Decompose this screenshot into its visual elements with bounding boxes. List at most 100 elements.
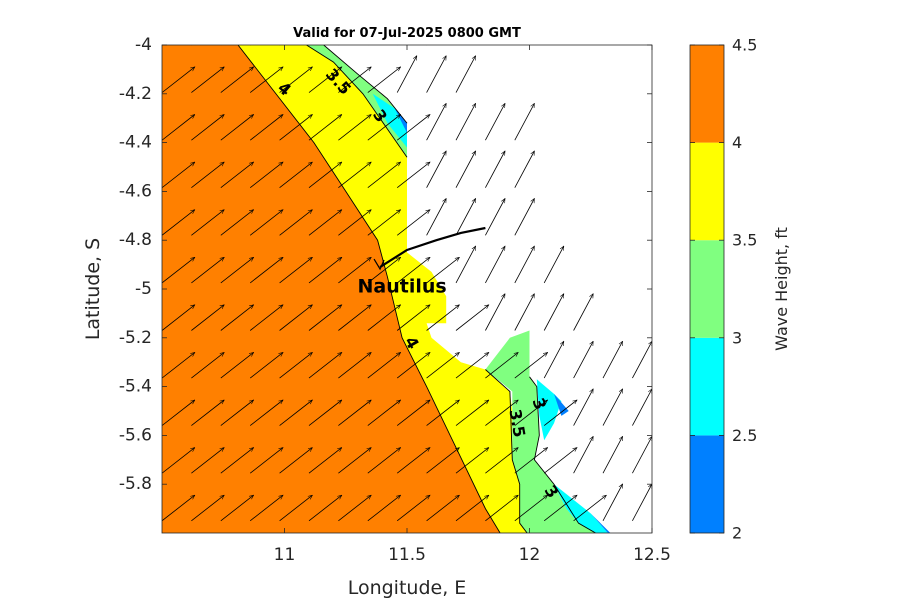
vector-arrow-156 (632, 484, 652, 521)
vector-arrow-118 (514, 400, 548, 426)
vector-arrow-78 (279, 305, 313, 331)
vector-arrow-13 (249, 67, 283, 93)
colorbar-swatch-4 (690, 45, 724, 143)
vector-arrow-49 (220, 210, 254, 236)
colorbar-swatch-2 (690, 240, 724, 338)
vector-arrow-3 (250, 45, 251, 46)
vector-arrow-11 (191, 67, 224, 93)
vector-arrow-82 (396, 305, 430, 331)
y-tick-label-1: -4.2 (119, 84, 152, 104)
band-8 (554, 393, 569, 416)
vector-arrow-109 (249, 400, 283, 426)
vector-arrow-120 (573, 389, 594, 426)
vector-arrow-67 (367, 257, 401, 284)
vector-arrow-53 (338, 210, 371, 236)
band-5 (536, 379, 562, 441)
vector-arrow-92 (249, 352, 283, 379)
vector-arrow-95 (338, 352, 371, 379)
track-line (379, 226, 486, 268)
vector-arrow-23 (220, 115, 254, 141)
vector-arrow-40 (338, 162, 371, 189)
vector-arrow-150 (455, 495, 489, 522)
y-tick-label-9: -5.8 (119, 474, 152, 494)
chart-title: Valid for 07-Jul-2025 0800 GMT (293, 26, 521, 41)
vector-arrow-128 (308, 448, 342, 474)
vector-arrow-65 (308, 257, 342, 284)
vector-arrow-142 (220, 495, 254, 522)
vector-arrow-33 (514, 103, 535, 141)
vector-arrow-29 (396, 115, 430, 141)
vector-arrow-0 (162, 45, 163, 46)
vector-arrow-39 (308, 162, 342, 189)
vector-arrow-35 (191, 162, 224, 189)
vector-arrow-141 (191, 495, 224, 522)
y-axis-label: Latitude, S (82, 238, 104, 340)
vector-arrow-54 (367, 210, 401, 236)
vector-arrow-111 (308, 400, 342, 426)
vector-arrow-139 (632, 436, 652, 474)
vector-arrow-58 (485, 199, 506, 236)
colorbar-tick-label-2: 3 (732, 328, 742, 347)
vector-arrow-47 (162, 210, 195, 236)
y-tick-label-7: -5.4 (119, 377, 152, 397)
vector-arrow-66 (338, 257, 371, 284)
vector-arrow-91 (220, 352, 254, 379)
vector-arrow-113 (367, 400, 401, 426)
vector-arrow-45 (485, 151, 506, 188)
vector-arrow-20 (455, 56, 476, 93)
y-tick-label-3: -4.6 (119, 181, 152, 201)
vector-arrow-138 (602, 436, 623, 474)
vector-arrow-100 (485, 352, 518, 379)
vector-arrow-80 (338, 305, 371, 331)
vector-arrow-19 (426, 56, 447, 93)
vector-arrow-81 (367, 305, 401, 331)
vector-arrow-112 (338, 400, 371, 426)
vector-arrow-70 (455, 246, 476, 284)
vector-arrow-2 (220, 45, 222, 46)
vector-arrow-36 (220, 162, 254, 189)
vector-arrow-140 (162, 495, 195, 522)
annotation-label-0: Nautilus (357, 276, 446, 298)
vector-arrow-104 (602, 341, 623, 379)
vector-arrow-50 (249, 210, 283, 236)
vector-arrow-17 (367, 67, 401, 93)
x-axis-ticks: 11 11.5 12 12.5 (274, 45, 671, 565)
vector-arrow-75 (191, 305, 224, 331)
vector-arrow-132 (426, 448, 460, 474)
vector-arrow-153 (543, 495, 577, 522)
vector-arrow-46 (514, 151, 535, 188)
vector-arrow-126 (249, 448, 283, 474)
vector-arrow-149 (426, 495, 460, 522)
vector-arrow-55 (396, 210, 430, 236)
vector-arrow-116 (455, 400, 489, 426)
vector-arrow-99 (455, 352, 489, 379)
colorbar-tick-label-4: 4 (732, 133, 742, 152)
vector-arrow-43 (426, 151, 447, 188)
vector-arrow-51 (279, 210, 313, 236)
colorbar-tick-label-3: 3.5 (732, 231, 757, 250)
contour-line-4 (529, 376, 596, 533)
vector-arrow-52 (308, 210, 342, 236)
vector-arrow-106 (162, 400, 195, 426)
vector-arrow-90 (191, 352, 224, 379)
vector-arrow-37 (249, 162, 283, 189)
vector-arrow-136 (543, 448, 577, 474)
vector-arrow-151 (485, 495, 518, 522)
contour-line-1 (306, 45, 408, 158)
vector-arrow-114 (396, 400, 430, 426)
vector-arrow-134 (485, 448, 518, 474)
vector-arrow-124 (191, 448, 224, 474)
vector-arrow-108 (220, 400, 254, 426)
vector-arrow-76 (220, 305, 254, 331)
vector-arrow-27 (338, 115, 371, 141)
band-9 (590, 513, 611, 533)
contour-line-3 (323, 45, 408, 124)
vector-arrow-152 (514, 495, 548, 522)
vector-arrow-94 (308, 352, 342, 379)
vector-arrow-25 (279, 115, 313, 141)
vector-arrow-73 (543, 246, 565, 284)
x-tick-label-1: 11.5 (388, 545, 426, 565)
vector-arrow-38 (279, 162, 313, 189)
vector-arrow-146 (338, 495, 371, 522)
vector-arrow-85 (485, 294, 506, 331)
